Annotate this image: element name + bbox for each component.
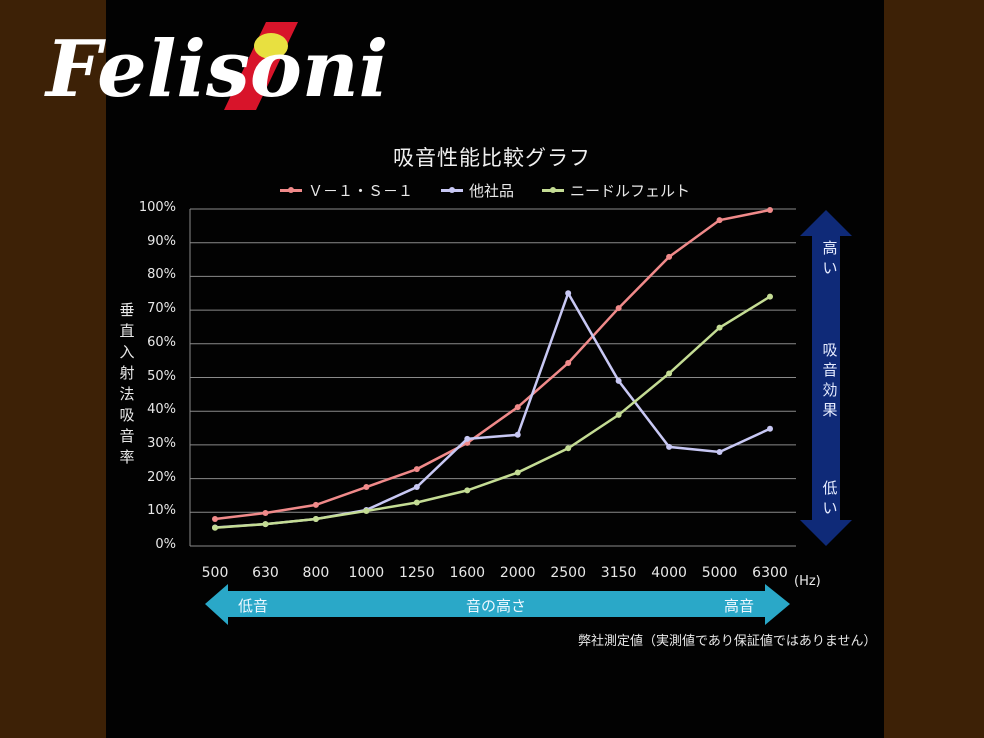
data-point-marker [716, 324, 723, 331]
data-point-marker [363, 484, 370, 491]
data-point-marker [212, 524, 218, 531]
data-point-marker [767, 207, 773, 214]
x-tick-label: 1250 [398, 565, 435, 581]
data-point-marker [514, 404, 521, 411]
x-tick-label: 1600 [449, 565, 486, 581]
data-point-marker [666, 443, 673, 450]
series-line [214, 290, 771, 529]
data-point-marker [514, 469, 521, 476]
data-point-marker [262, 521, 269, 528]
data-point-marker [312, 516, 319, 523]
legend-item-needle-felt: ニードルフェルト [542, 180, 690, 201]
data-point-marker [464, 435, 471, 442]
data-point-marker [767, 293, 773, 300]
y-axis-label: 垂直入射法吸音率 [119, 301, 135, 466]
data-point-marker [565, 360, 572, 367]
arrow-label-low: 低い [822, 479, 838, 517]
chart-title: 吸音性能比較グラフ [393, 146, 591, 170]
chart-legend: Ｖ－１・Ｓ－１ 他社品 ニードルフェルト [280, 180, 690, 201]
data-point-marker [666, 253, 673, 260]
data-point-marker [312, 501, 319, 508]
pitch-label-low: 低音 [238, 597, 269, 615]
data-point-marker [464, 487, 471, 494]
legend-swatch-icon [542, 187, 565, 193]
data-point-marker [212, 516, 218, 523]
data-point-marker [413, 484, 420, 491]
y-tick-label: 20% [147, 469, 176, 485]
y-tick-label: 10% [147, 503, 176, 519]
y-tick-label: 60% [147, 334, 176, 350]
y-tick-label: 90% [147, 233, 176, 249]
x-axis-unit: (Hz) [794, 574, 821, 589]
data-point-marker [514, 431, 521, 438]
data-point-marker [716, 217, 723, 224]
absorption-arrow-icon [800, 210, 852, 546]
series-line [214, 295, 771, 530]
data-point-marker [615, 411, 622, 418]
data-point-marker [565, 445, 572, 452]
x-tick-label: 5000 [701, 565, 738, 581]
y-tick-label: 0% [155, 537, 176, 552]
data-point-marker [413, 499, 420, 506]
y-tick-label: 80% [147, 267, 176, 283]
y-tick-label: 70% [147, 301, 176, 317]
data-point-marker [666, 370, 673, 377]
x-tick-label: 1000 [348, 565, 385, 581]
x-tick-label: 500 [201, 565, 229, 581]
x-tick-label: 2000 [499, 565, 536, 581]
measurement-note: 弊社測定値（実測値であり保証値ではありません） [578, 634, 877, 649]
svg-text:Felisoni: Felisoni [44, 24, 388, 114]
x-tick-label: 4000 [651, 565, 687, 581]
data-point-marker [716, 448, 723, 455]
arrow-label-high: 高い [822, 239, 838, 277]
y-tick-label: 30% [147, 435, 176, 451]
legend-item-v1s1: Ｖ－１・Ｓ－１ [280, 180, 413, 201]
legend-item-competitor: 他社品 [441, 180, 514, 201]
legend-label: Ｖ－１・Ｓ－１ [308, 182, 414, 200]
data-point-marker [565, 290, 572, 297]
data-point-marker [413, 466, 420, 473]
pitch-label-high: 高音 [724, 597, 755, 615]
series-line [214, 208, 771, 521]
legend-swatch-icon [441, 187, 464, 193]
y-tick-label: 40% [147, 402, 176, 418]
pitch-arrow-icon [205, 584, 790, 625]
data-point-marker [615, 305, 622, 312]
x-tick-label: 2500 [550, 565, 586, 581]
x-tick-label: 800 [302, 565, 330, 581]
data-point-marker [262, 509, 269, 516]
legend-label: ニードルフェルト [570, 182, 691, 200]
legend-label: 他社品 [469, 182, 515, 200]
felisoni-logo: Felisoni [44, 22, 388, 114]
x-tick-label: 3150 [600, 565, 637, 581]
data-point-marker [767, 425, 773, 432]
y-tick-label: 100% [138, 200, 176, 215]
x-tick-label: 630 [252, 565, 279, 581]
y-tick-label: 50% [147, 368, 176, 384]
legend-swatch-icon [280, 187, 302, 193]
data-point-marker [615, 377, 622, 384]
x-tick-label: 6300 [752, 565, 788, 581]
arrow-label-effect: 吸音効果 [822, 341, 838, 419]
data-point-marker [363, 507, 370, 514]
pitch-label-middle: 音の高さ [466, 597, 527, 615]
